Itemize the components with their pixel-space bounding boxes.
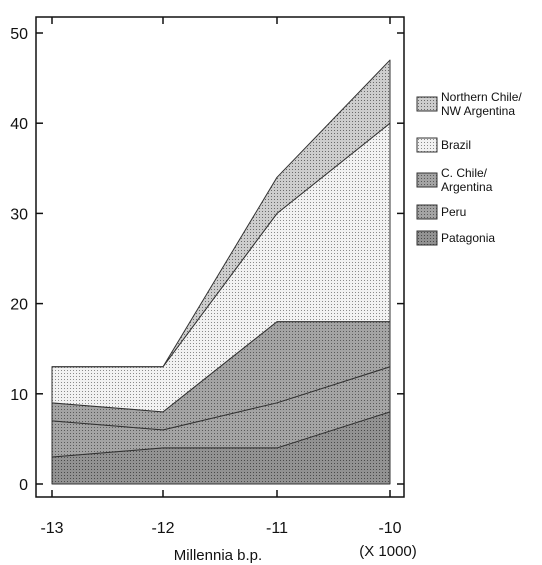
x-axis-multiplier-label: (X 1000) [359,543,417,560]
x-tick-label: -12 [151,520,174,537]
plot-frame [35,16,405,498]
y-tick-label: 0 [19,477,28,494]
y-tick-label: 30 [10,206,28,223]
area-layers [51,59,391,485]
legend-label-peru: Peru [441,205,466,219]
y-tick-label: 10 [10,387,28,404]
plot-border [35,16,405,498]
legend-label-patagonia: Patagonia [441,231,495,245]
legend-swatch-northern-chile-nw-argentina [416,96,438,112]
y-tick-label: 40 [10,116,28,133]
y-axis-ticks: 0 10 20 30 40 50 [10,26,404,494]
area-northern-chile-nw-argentina [51,59,391,368]
legend-swatch-brazil [416,137,438,153]
x-tick-label: -13 [40,520,63,537]
legend-label-northern-chile-nw-argentina: Northern Chile/NW Argentina [441,90,522,118]
legend: Northern Chile/NW Argentina Brazil C. Chil… [416,90,522,246]
x-tick-label: -11 [266,520,288,537]
legend-swatch-patagonia [416,230,438,246]
legend-label-c-chile-argentina: C. Chile/Argentina [441,166,493,194]
legend-label-brazil: Brazil [441,138,471,152]
x-axis-label: Millennia b.p. [174,547,262,564]
legend-swatch-peru [416,204,438,220]
y-tick-label: 20 [10,297,28,314]
x-axis-ticks: -13 -12 -11 -10 [40,17,402,537]
y-tick-label: 50 [10,26,28,43]
x-tick-label: -10 [378,520,401,537]
legend-swatch-c-chile-argentina [416,172,438,188]
